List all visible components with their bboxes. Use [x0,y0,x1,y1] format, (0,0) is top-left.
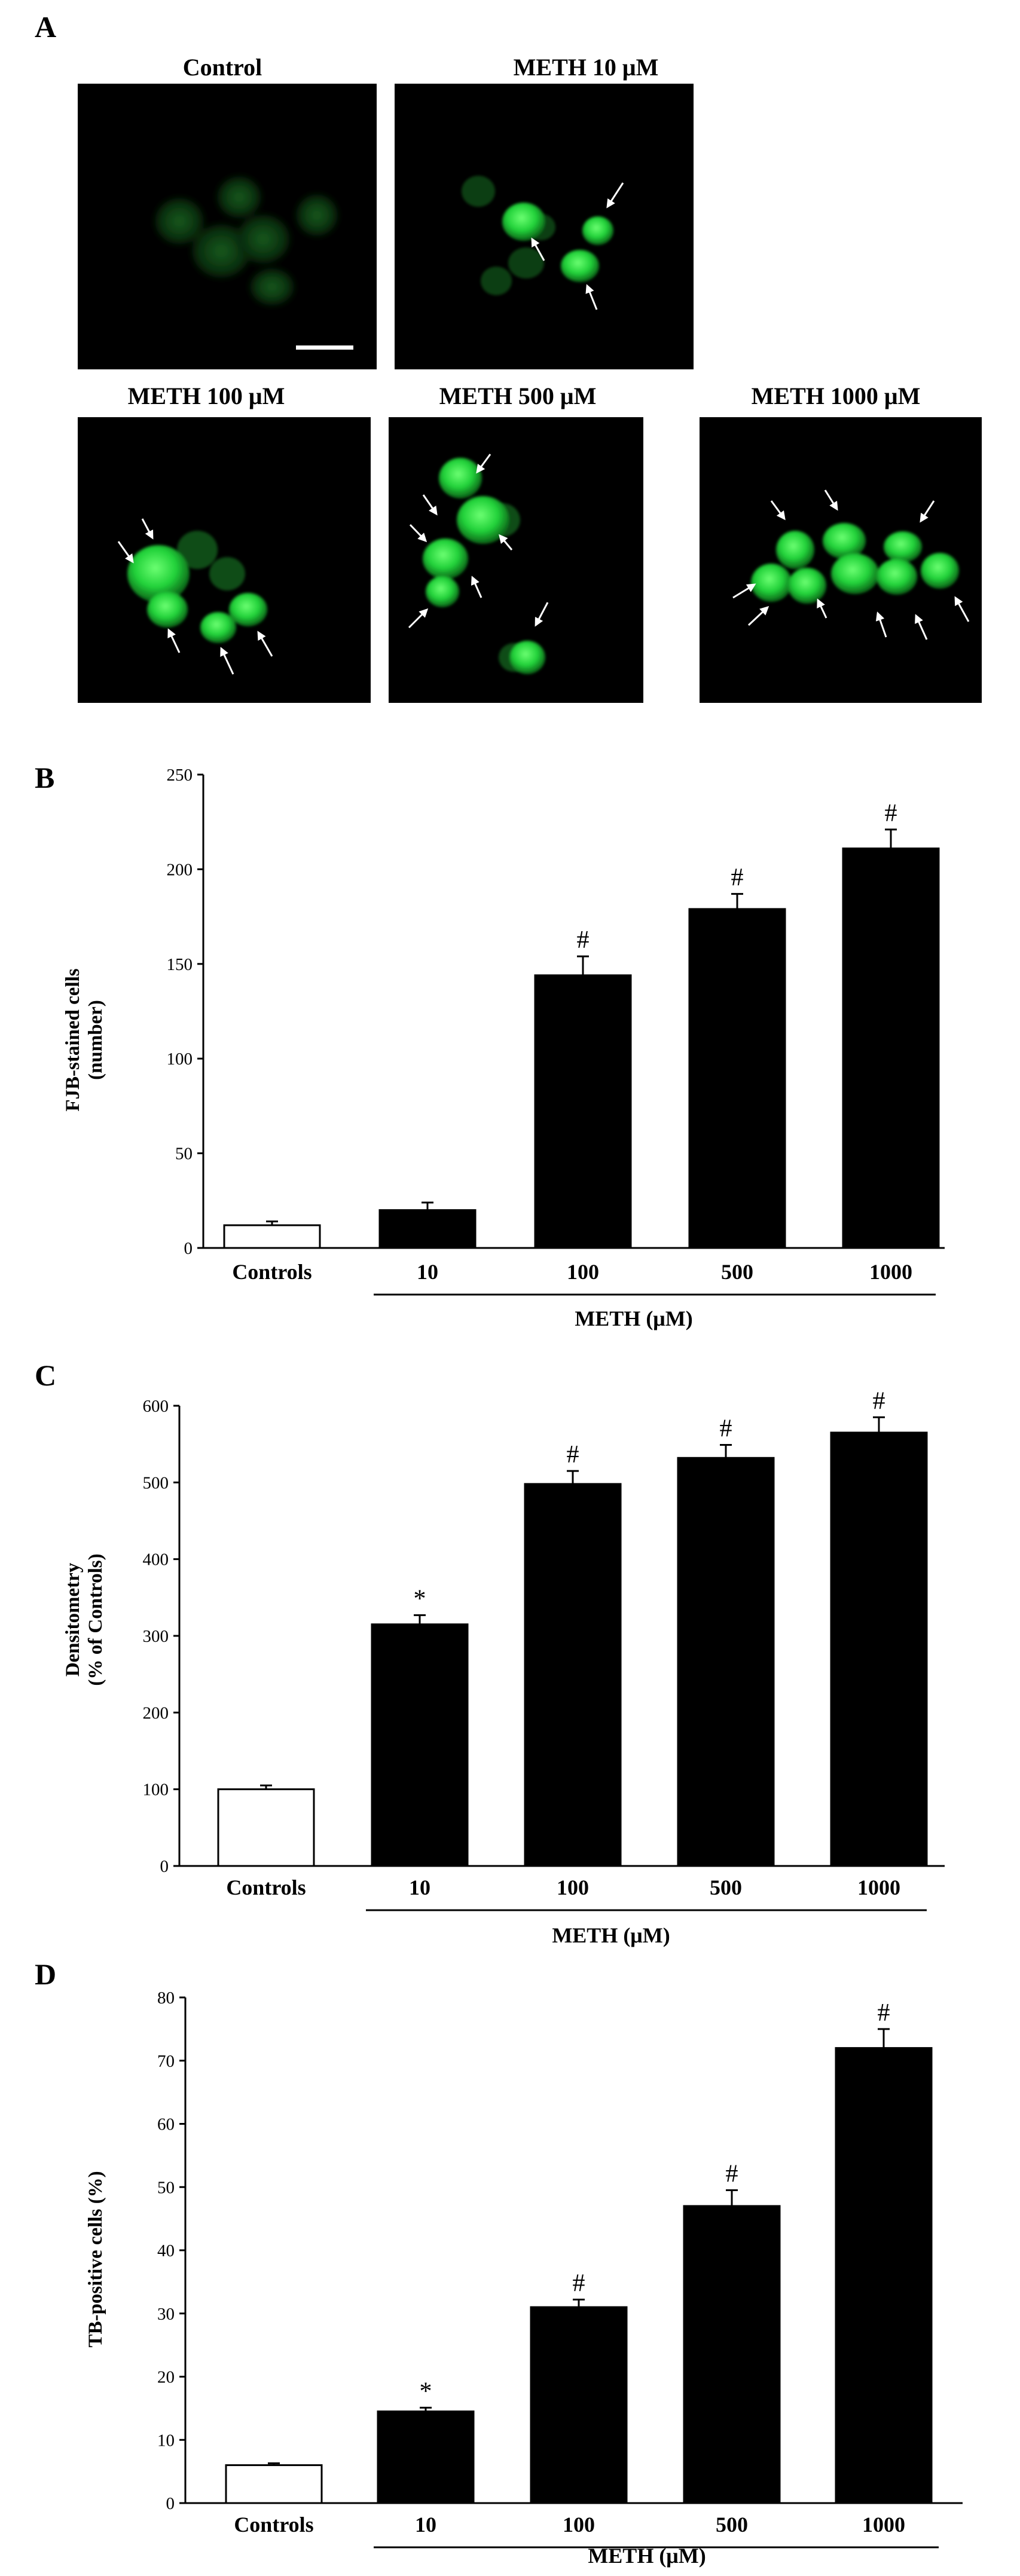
significance-marker: # [720,1415,732,1442]
y-tick-label: 300 [143,1627,169,1646]
y-tick-label: 70 [157,2052,175,2071]
significance-marker: # [726,2161,738,2188]
y-tick-label: 50 [175,1145,193,1164]
bar [830,1431,928,1867]
y-axis-label-line1: TB-positive cells (%) [85,2171,106,2347]
category-label: 500 [721,1260,753,1284]
category-label: 100 [563,2513,595,2537]
y-tick-label: 0 [160,1857,169,1876]
category-label: 10 [417,1260,438,1284]
category-label: 100 [567,1260,599,1284]
bar [377,2410,475,2504]
bar [524,1483,622,1867]
panel-label-b: B [35,761,54,794]
bar [534,974,632,1249]
group-label: METH (μM) [575,1307,692,1330]
bar [842,848,940,1249]
significance-marker: # [567,1441,579,1468]
group-label: METH (μM) [552,1923,670,1947]
bar [688,908,786,1249]
chart-fjb: FJB-stained cells (number) METH (μM) 0 50… [62,766,945,1330]
y-tick-label: 0 [184,1239,193,1258]
y-tick-label: 500 [143,1473,169,1492]
y-tick-label: 400 [143,1550,169,1570]
significance-marker: # [878,1999,890,2027]
bar [371,1623,469,1867]
bar [225,2464,323,2504]
y-tick-label: 200 [167,860,193,879]
y-axis-label-line1: Densitometry [62,1562,84,1676]
micrograph-title-meth-10: METH 10 μM [514,54,659,81]
chart-densitometry: Densitometry (% of Controls) METH (μM) 0… [62,1387,945,1947]
panel-label-d: D [35,1957,56,1991]
y-tick-label: 0 [166,2494,175,2513]
y-tick-label: 30 [157,2305,175,2324]
micrograph-title-meth-1000: METH 1000 μM [752,383,921,409]
micrograph-title-meth-500: METH 500 μM [439,383,597,409]
category-label: 10 [415,2513,436,2537]
chart-tb-positive: TB-positive cells (%) METH (μM) 01020304… [85,1988,963,2568]
category-label: 100 [557,1876,589,1899]
y-tick-label: 40 [157,2241,175,2260]
y-tick-label: 250 [167,766,193,785]
y-tick-label: 20 [157,2368,175,2387]
significance-marker: # [731,864,744,892]
y-tick-label: 60 [157,2115,175,2134]
micrograph-title-control: Control [183,54,262,81]
significance-marker: * [420,2378,432,2405]
bar [683,2205,781,2504]
micrograph-meth-1000 [700,417,982,703]
category-label: 500 [716,2513,748,2537]
y-tick-label: 50 [157,2178,175,2197]
bar [530,2306,628,2504]
category-label: 1000 [857,1876,900,1899]
category-label: 10 [409,1876,430,1899]
significance-marker: # [885,800,897,827]
y-tick-label: 150 [167,955,193,974]
panel-label-a: A [35,10,56,44]
category-label: 1000 [869,1260,912,1284]
y-tick-label: 10 [157,2431,175,2450]
y-tick-label: 200 [143,1703,169,1723]
y-tick-label: 600 [143,1397,169,1416]
micrograph-control [78,84,377,369]
micrograph-meth-500 [389,417,643,703]
significance-marker: # [873,1387,885,1415]
y-axis-label-line2: (number) [85,1000,106,1080]
significance-marker: * [414,1585,426,1613]
y-tick-label: 80 [157,1988,175,2008]
bar [378,1209,477,1249]
bar [677,1457,775,1867]
y-tick-label: 100 [143,1780,169,1800]
category-label: Controls [234,2513,313,2537]
micrograph-title-meth-100: METH 100 μM [128,383,285,409]
bar [835,2047,933,2504]
micrograph-meth-100 [78,417,371,703]
y-axis-label-line2: (% of Controls) [85,1553,106,1685]
significance-marker: # [573,2269,585,2297]
category-label: Controls [232,1260,312,1284]
bar [217,1788,315,1867]
panel-label-c: C [35,1359,56,1392]
y-tick-label: 100 [167,1050,193,1069]
y-axis-label-line1: FJB-stained cells [62,968,84,1111]
scale-bar [296,345,353,350]
category-label: 500 [710,1876,742,1899]
significance-marker: # [577,926,590,954]
micrograph-meth-10 [395,84,694,369]
bar [223,1224,321,1249]
category-label: 1000 [862,2513,905,2537]
category-label: Controls [226,1876,306,1899]
